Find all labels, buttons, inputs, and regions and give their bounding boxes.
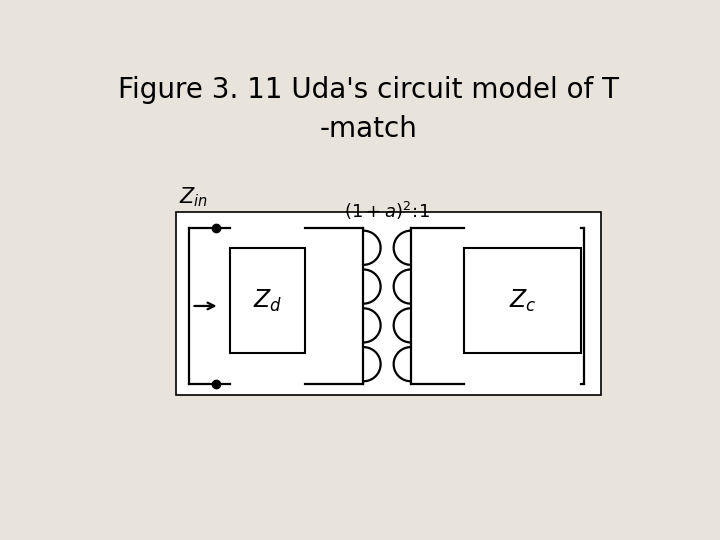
Bar xyxy=(176,212,600,395)
Text: $(1+a)^2\!:\!1$: $(1+a)^2\!:\!1$ xyxy=(344,200,431,222)
Bar xyxy=(230,248,305,353)
Text: $Z_c$: $Z_c$ xyxy=(508,287,536,314)
Text: $Z_d$: $Z_d$ xyxy=(253,287,282,314)
Text: -match: -match xyxy=(320,114,418,143)
Bar xyxy=(464,248,581,353)
Text: Figure 3. 11 Uda's circuit model of T: Figure 3. 11 Uda's circuit model of T xyxy=(119,76,619,104)
Text: $Z_{in}$: $Z_{in}$ xyxy=(179,185,208,209)
